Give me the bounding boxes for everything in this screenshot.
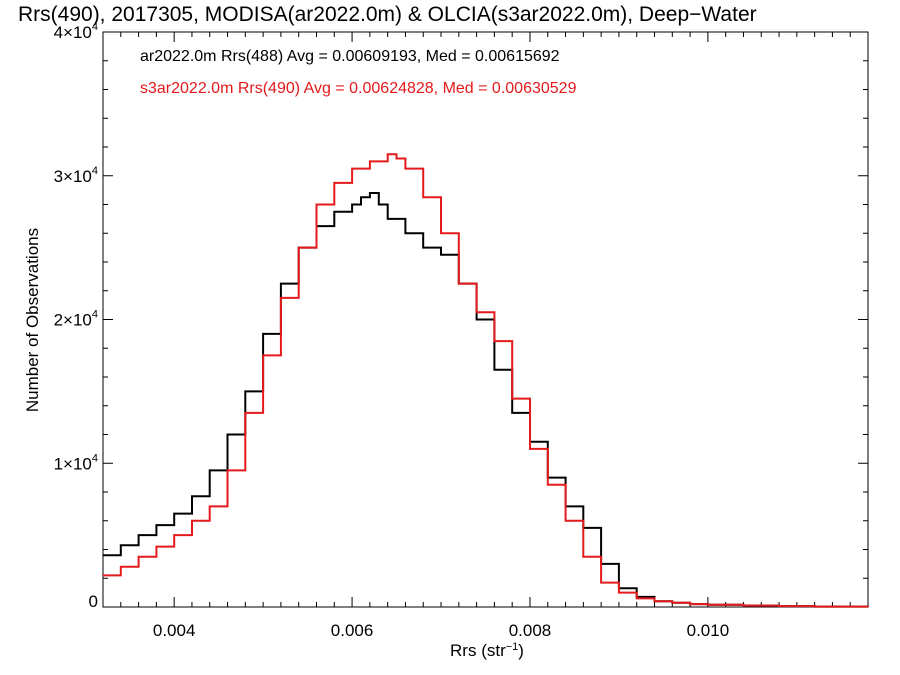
x-axis-ticks: 0.004 0.006 0.008 0.010 [120,32,851,640]
y-tick-label: 3×104 [54,165,98,186]
y-tick-label: 1×104 [54,452,98,473]
y-axis-label: Number of Observations [23,228,42,412]
x-axis-label: Rrs (str−1) [450,641,524,660]
series-line-2 [103,153,869,608]
y-tick-label: 2×104 [54,309,98,330]
y-axis-ticks: 0 1×104 2×104 3×104 4×104 [54,21,868,611]
legend-entry-1: ar2022.0m Rrs(488) Avg = 0.00609193, Med… [140,48,560,65]
x-tick-label: 0.010 [687,621,730,640]
x-tick-label: 0.006 [331,621,374,640]
series-layer [103,153,869,608]
legend-entry-2: s3ar2022.0m Rrs(490) Avg = 0.00624828, M… [140,80,577,97]
y-tick-label: 4×104 [54,21,98,42]
x-tick-label: 0.004 [153,621,196,640]
chart-title: Rrs(490), 2017305, MODISA(ar2022.0m) & O… [18,3,757,26]
x-tick-label: 0.008 [509,621,552,640]
y-tick-label: 0 [89,592,98,611]
series-line-1 [103,192,869,608]
